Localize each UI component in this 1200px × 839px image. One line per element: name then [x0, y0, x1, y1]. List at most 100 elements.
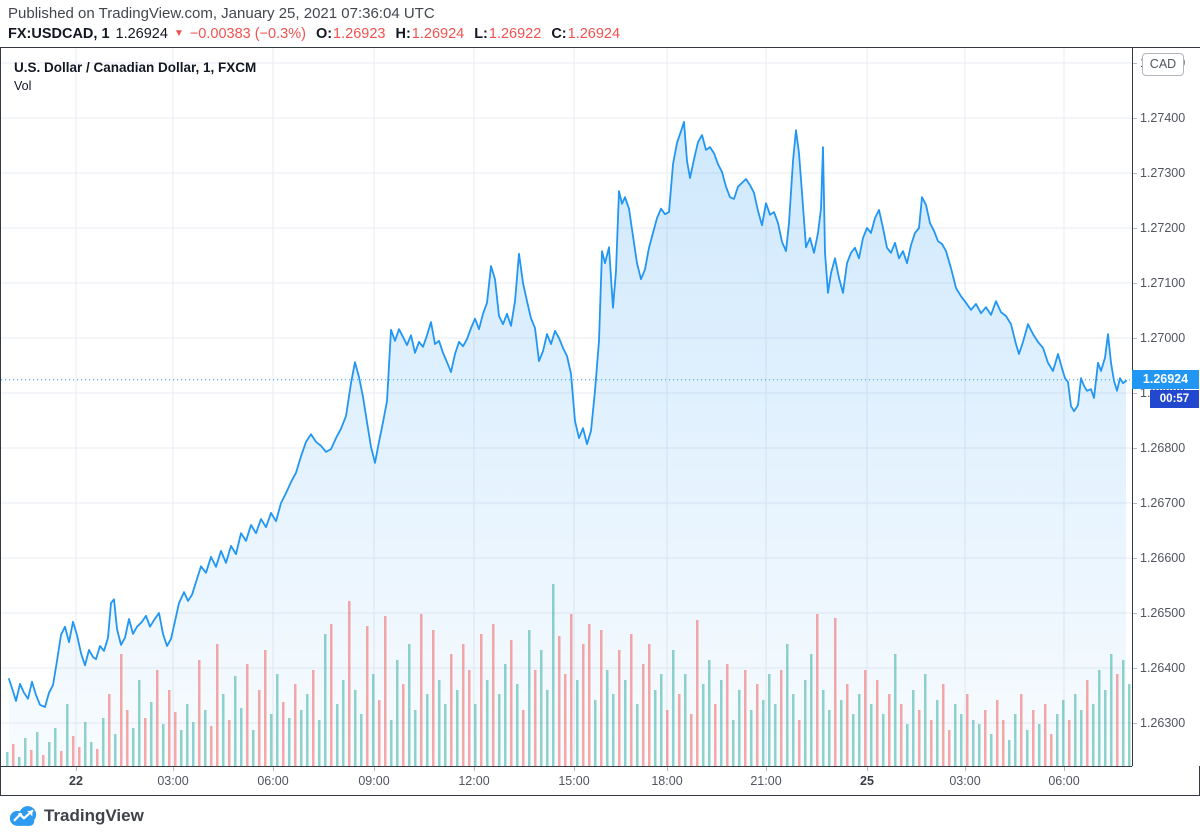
- time-axis-tick: [374, 767, 375, 771]
- price-axis-label: 1.26300: [1140, 716, 1186, 730]
- volume-bar: [12, 744, 15, 766]
- price-axis-tick: [1133, 228, 1137, 229]
- volume-bar: [336, 704, 339, 766]
- volume-bar: [228, 720, 231, 766]
- price-line: [8, 121, 1127, 708]
- time-axis[interactable]: 22 03:00 06:00 09:00 12:00 15:00 18:00 21:00 25 0…: [1, 766, 1132, 795]
- time-axis-label: 06:00: [257, 774, 289, 788]
- volume-bar: [1002, 720, 1005, 766]
- price-axis-tick: [1133, 173, 1137, 174]
- volume-bar: [138, 680, 141, 766]
- volume-bar: [1062, 700, 1065, 766]
- volume-bar: [306, 694, 309, 766]
- time-axis-label: 03:00: [949, 774, 981, 788]
- ohlc-values: O: 1.26923 H: 1.26924 L: 1.26922 C: 1.26924: [316, 26, 620, 42]
- bar-countdown-badge: 00:57: [1150, 389, 1199, 408]
- time-axis-label: 22: [69, 774, 83, 788]
- volume-bar: [768, 674, 771, 766]
- volume-bar: [984, 710, 987, 766]
- volume-bar: [438, 680, 441, 766]
- volume-bar: [708, 660, 711, 766]
- volume-bar: [210, 726, 213, 766]
- volume-bar: [432, 630, 435, 766]
- brand-name[interactable]: TradingView: [44, 805, 144, 825]
- volume-bar: [342, 680, 345, 766]
- volume-bar: [174, 712, 177, 766]
- volume-bar: [714, 704, 717, 766]
- currency-toggle-button[interactable]: CAD: [1142, 53, 1184, 76]
- volume-bar: [30, 750, 33, 766]
- volume-bar: [930, 720, 933, 766]
- volume-bar: [354, 690, 357, 766]
- volume-bar: [234, 676, 237, 766]
- time-axis-label: 21:00: [750, 774, 782, 788]
- volume-bar: [150, 702, 153, 766]
- volume-bar: [1026, 730, 1029, 766]
- volume-bar: [282, 702, 285, 766]
- volume-bar: [462, 644, 465, 766]
- volume-bar: [636, 704, 639, 766]
- price-axis-label: 1.26600: [1140, 551, 1186, 565]
- volume-bar: [288, 718, 291, 766]
- volume-bar: [318, 720, 321, 766]
- volume-bar: [324, 634, 327, 766]
- volume-bar: [132, 728, 135, 766]
- volume-bar: [6, 752, 9, 766]
- volume-bar: [396, 660, 399, 766]
- volume-bar: [822, 690, 825, 766]
- volume-bar: [162, 724, 165, 766]
- volume-bar: [1074, 694, 1077, 766]
- volume-bar: [264, 650, 267, 766]
- volume-bar: [156, 670, 159, 766]
- volume-bar: [24, 738, 27, 766]
- volume-bar: [36, 732, 39, 766]
- volume-bar: [600, 630, 603, 766]
- volume-bar: [312, 670, 315, 766]
- volume-bar: [918, 710, 921, 766]
- volume-bar: [684, 674, 687, 766]
- volume-bar: [654, 690, 657, 766]
- volume-bar: [948, 730, 951, 766]
- tradingview-logo-icon: [9, 806, 37, 826]
- volume-bar: [852, 714, 855, 766]
- volume-bar: [390, 720, 393, 766]
- volume-bar: [558, 636, 561, 766]
- time-axis-label: 03:00: [157, 774, 189, 788]
- volume-bar: [732, 720, 735, 766]
- price-axis-label: 1.26800: [1140, 441, 1186, 455]
- volume-bar: [1080, 710, 1083, 766]
- volume-bar: [366, 626, 369, 766]
- time-axis-label: 09:00: [358, 774, 390, 788]
- volume-bar: [108, 694, 111, 766]
- chart-widget: U.S. Dollar / Canadian Dollar, 1, FXCM V…: [0, 47, 1200, 796]
- price-axis-tick: [1133, 283, 1137, 284]
- volume-bar: [906, 724, 909, 766]
- time-axis-tick: [173, 767, 174, 771]
- volume-bar: [864, 670, 867, 766]
- volume-bar: [990, 734, 993, 766]
- volume-bar: [702, 684, 705, 766]
- chart-title: U.S. Dollar / Canadian Dollar, 1, FXCM: [14, 60, 257, 75]
- volume-bar: [1104, 690, 1107, 766]
- volume-bar: [924, 674, 927, 766]
- tradingview-attribution[interactable]: TradingView: [8, 803, 144, 828]
- price-axis-label: 1.26400: [1140, 661, 1186, 675]
- volume-bar: [750, 710, 753, 766]
- volume-bar: [498, 694, 501, 766]
- volume-bar: [330, 624, 333, 766]
- price-axis-label: 1.27300: [1140, 166, 1186, 180]
- down-triangle-icon: ▼: [173, 27, 184, 39]
- volume-bar: [966, 694, 969, 766]
- volume-bar: [120, 654, 123, 766]
- volume-bar: [1110, 654, 1113, 766]
- symbol-name: FX:USDCAD, 1: [8, 26, 110, 42]
- volume-bar: [540, 650, 543, 766]
- volume-bar: [774, 704, 777, 766]
- volume-bar: [720, 680, 723, 766]
- price-area-chart[interactable]: [1, 48, 1132, 766]
- volume-bar: [786, 644, 789, 766]
- volume-bar: [534, 670, 537, 766]
- volume-bar: [522, 710, 525, 766]
- volume-bar: [744, 670, 747, 766]
- volume-bar: [624, 680, 627, 766]
